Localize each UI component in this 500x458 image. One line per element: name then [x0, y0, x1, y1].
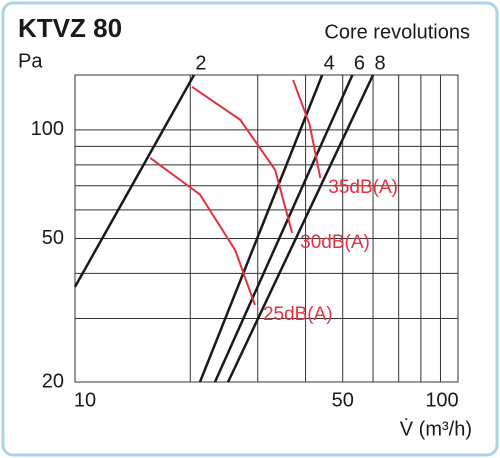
series-label: 4	[324, 52, 335, 74]
curve	[191, 85, 294, 234]
y-axis-label: Pa	[18, 50, 43, 72]
y-tick-label: 50	[42, 227, 64, 249]
series-label: 30dB(A)	[300, 232, 370, 253]
series-label: 35dB(A)	[328, 177, 398, 198]
y-tick-label: 100	[31, 118, 64, 140]
curve	[149, 156, 256, 306]
x-tick-label: 100	[425, 389, 458, 411]
series-label: 2	[195, 52, 206, 74]
curve	[198, 74, 324, 383]
plot-border	[74, 74, 459, 383]
series-label: 8	[374, 52, 385, 74]
chart-title: KTVZ 80	[18, 13, 122, 43]
curve	[73, 74, 196, 288]
x-tick-label: 50	[332, 389, 354, 411]
curve	[292, 79, 322, 179]
series-label: 6	[354, 52, 365, 74]
series-label: 25dB(A)	[263, 304, 333, 325]
chart-subtitle: Core revolutions	[324, 21, 470, 43]
curve	[213, 74, 354, 383]
x-tick-label: 10	[74, 389, 96, 411]
curve	[226, 74, 375, 383]
y-tick-label: 20	[42, 370, 64, 392]
x-axis-label: V̇ (m³/h)	[400, 418, 472, 440]
